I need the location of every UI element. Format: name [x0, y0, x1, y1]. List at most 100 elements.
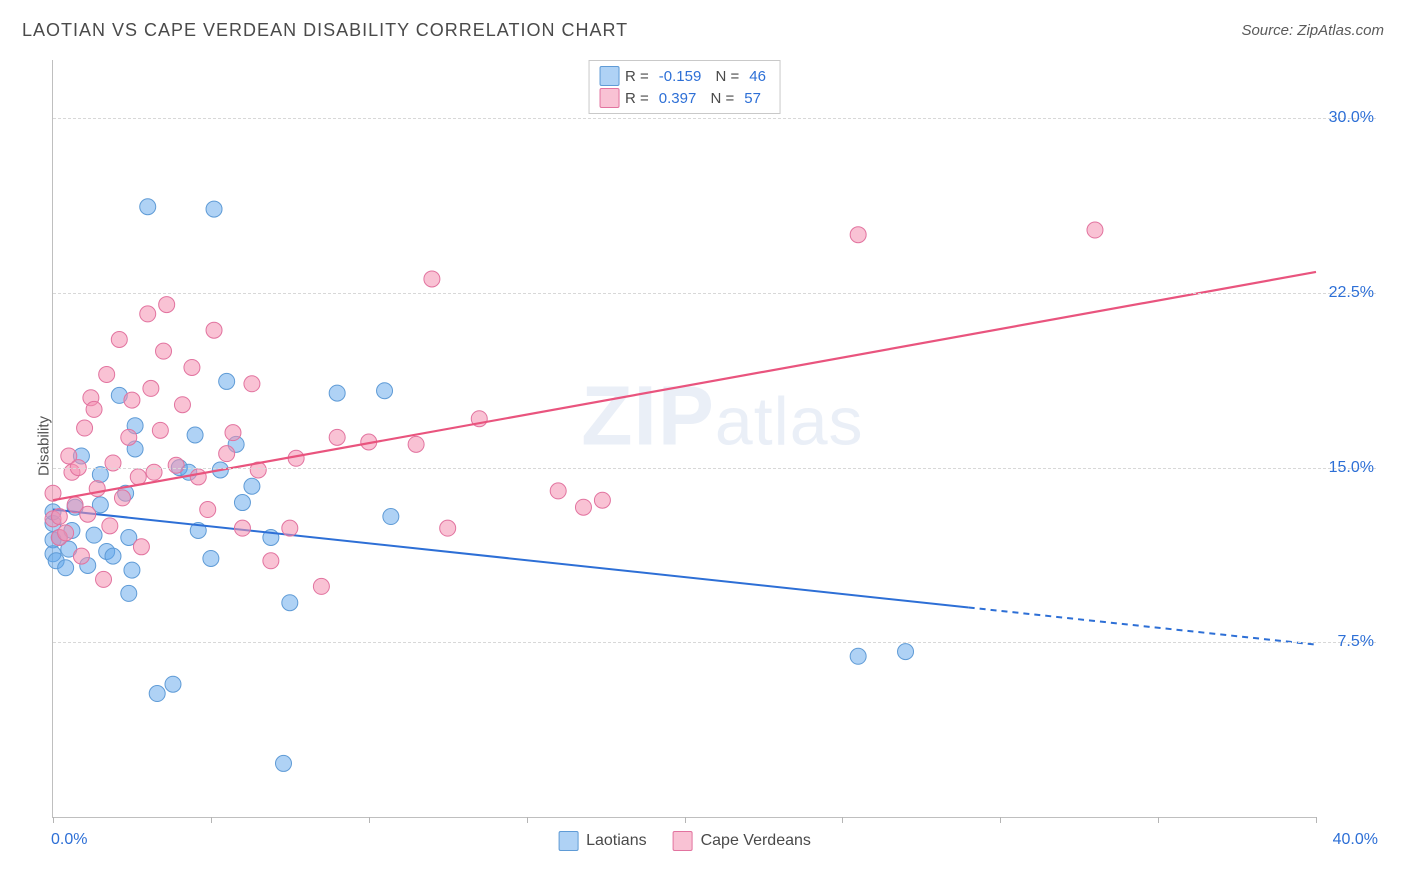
scatter-point-laotians: [92, 467, 108, 483]
y-axis-label: Disability: [36, 416, 53, 476]
scatter-point-laotians: [121, 585, 137, 601]
x-tick: [211, 817, 212, 823]
scatter-point-cape-verdeans: [156, 343, 172, 359]
legend-label-laotians: Laotians: [586, 832, 647, 850]
scatter-point-cape-verdeans: [58, 525, 74, 541]
scatter-point-cape-verdeans: [73, 548, 89, 564]
legend-r-value-capeverdeans: 0.397: [655, 90, 701, 107]
scatter-point-laotians: [234, 495, 250, 511]
scatter-point-cape-verdeans: [140, 306, 156, 322]
scatter-point-cape-verdeans: [850, 227, 866, 243]
scatter-point-cape-verdeans: [152, 422, 168, 438]
series-legend: Laotians Cape Verdeans: [558, 831, 811, 851]
scatter-point-cape-verdeans: [225, 425, 241, 441]
scatter-point-laotians: [282, 595, 298, 611]
scatter-point-cape-verdeans: [121, 429, 137, 445]
y-tick-label: 15.0%: [1319, 459, 1374, 477]
y-tick-label: 7.5%: [1319, 633, 1374, 651]
scatter-point-cape-verdeans: [174, 397, 190, 413]
plot-region: R = -0.159 N = 46 R = 0.397 N = 57 ZIPat…: [52, 60, 1316, 818]
correlation-legend: R = -0.159 N = 46 R = 0.397 N = 57: [588, 60, 781, 114]
scatter-point-laotians: [140, 199, 156, 215]
scatter-point-cape-verdeans: [200, 502, 216, 518]
chart-title: LAOTIAN VS CAPE VERDEAN DISABILITY CORRE…: [22, 20, 628, 41]
scatter-point-cape-verdeans: [80, 506, 96, 522]
legend-swatch-capeverdeans: [599, 88, 619, 108]
y-tick-label: 22.5%: [1319, 284, 1374, 302]
x-tick: [369, 817, 370, 823]
x-tick: [53, 817, 54, 823]
legend-swatch-laotians: [558, 831, 578, 851]
gridline: [53, 118, 1376, 119]
x-tick: [1000, 817, 1001, 823]
scatter-point-cape-verdeans: [206, 322, 222, 338]
legend-swatch-laotians: [599, 66, 619, 86]
scatter-point-laotians: [898, 644, 914, 660]
x-axis-min-label: 0.0%: [51, 831, 87, 849]
scatter-point-laotians: [165, 676, 181, 692]
scatter-point-laotians: [203, 550, 219, 566]
scatter-point-cape-verdeans: [168, 457, 184, 473]
scatter-point-cape-verdeans: [111, 332, 127, 348]
trend-line-cape-verdeans: [53, 272, 1316, 500]
scatter-point-laotians: [124, 562, 140, 578]
scatter-point-laotians: [329, 385, 345, 401]
scatter-point-laotians: [187, 427, 203, 443]
legend-item-laotians: Laotians: [558, 831, 647, 851]
scatter-point-cape-verdeans: [550, 483, 566, 499]
legend-row-laotians: R = -0.159 N = 46: [599, 65, 770, 87]
y-tick-label: 30.0%: [1319, 109, 1374, 127]
scatter-point-cape-verdeans: [282, 520, 298, 536]
scatter-point-cape-verdeans: [96, 571, 112, 587]
x-tick: [527, 817, 528, 823]
legend-n-value-capeverdeans: 57: [740, 90, 765, 107]
scatter-point-cape-verdeans: [159, 297, 175, 313]
x-tick: [685, 817, 686, 823]
scatter-point-cape-verdeans: [184, 359, 200, 375]
scatter-point-cape-verdeans: [424, 271, 440, 287]
legend-r-label: R =: [625, 68, 649, 85]
scatter-point-cape-verdeans: [575, 499, 591, 515]
legend-label-capeverdeans: Cape Verdeans: [701, 832, 811, 850]
scatter-point-cape-verdeans: [408, 436, 424, 452]
legend-r-label: R =: [625, 90, 649, 107]
gridline: [53, 642, 1376, 643]
chart-area: Disability R = -0.159 N = 46 R = 0.397 N…: [52, 60, 1376, 832]
legend-n-label: N =: [711, 68, 739, 85]
scatter-point-cape-verdeans: [124, 392, 140, 408]
scatter-point-laotians: [206, 201, 222, 217]
scatter-point-cape-verdeans: [1087, 222, 1103, 238]
gridline: [53, 293, 1376, 294]
scatter-point-laotians: [244, 478, 260, 494]
scatter-point-laotians: [219, 373, 235, 389]
scatter-point-cape-verdeans: [133, 539, 149, 555]
legend-swatch-capeverdeans: [673, 831, 693, 851]
trend-line-dashed-laotians: [969, 607, 1316, 644]
scatter-point-cape-verdeans: [219, 446, 235, 462]
gridline: [53, 468, 1376, 469]
scatter-point-cape-verdeans: [130, 469, 146, 485]
scatter-point-laotians: [105, 548, 121, 564]
scatter-point-laotians: [275, 755, 291, 771]
legend-r-value-laotians: -0.159: [655, 68, 706, 85]
legend-item-capeverdeans: Cape Verdeans: [673, 831, 811, 851]
scatter-point-cape-verdeans: [263, 553, 279, 569]
scatter-point-laotians: [850, 648, 866, 664]
scatter-point-cape-verdeans: [86, 401, 102, 417]
scatter-point-cape-verdeans: [234, 520, 250, 536]
scatter-svg: [53, 60, 1316, 817]
scatter-point-laotians: [377, 383, 393, 399]
x-tick: [842, 817, 843, 823]
scatter-point-cape-verdeans: [329, 429, 345, 445]
legend-n-label: N =: [706, 90, 734, 107]
scatter-point-cape-verdeans: [102, 518, 118, 534]
scatter-point-cape-verdeans: [99, 366, 115, 382]
scatter-point-laotians: [149, 686, 165, 702]
legend-row-capeverdeans: R = 0.397 N = 57: [599, 87, 770, 109]
scatter-point-cape-verdeans: [190, 469, 206, 485]
x-tick: [1158, 817, 1159, 823]
source-attribution: Source: ZipAtlas.com: [1241, 22, 1384, 39]
scatter-point-cape-verdeans: [313, 578, 329, 594]
scatter-point-laotians: [383, 509, 399, 525]
scatter-point-cape-verdeans: [440, 520, 456, 536]
